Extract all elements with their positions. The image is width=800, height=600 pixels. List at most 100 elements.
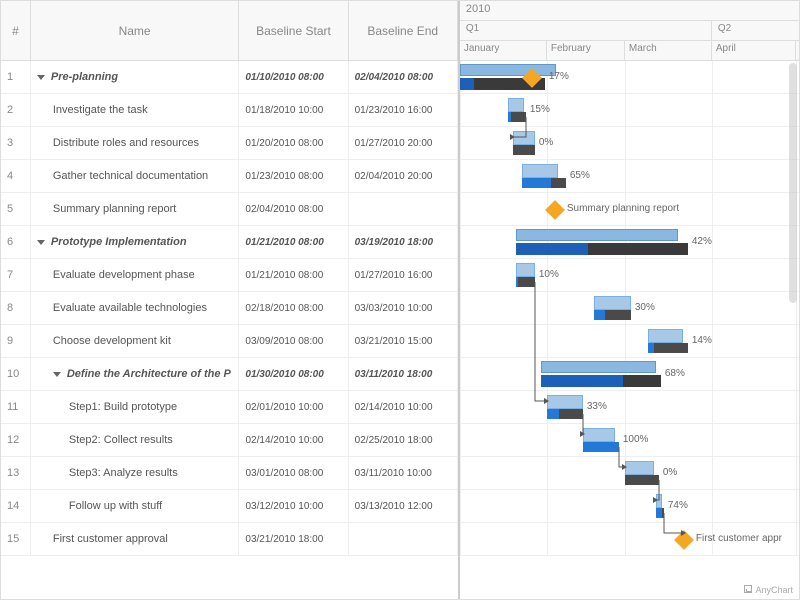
progress-label: 30% [635,302,655,313]
progress-bar-done[interactable] [541,375,623,387]
progress-bar-done[interactable] [522,178,551,188]
baseline-bar[interactable] [516,229,678,241]
task-name[interactable]: Summary planning report [31,193,240,225]
task-name[interactable]: Step1: Build prototype [31,391,240,423]
progress-bar-remaining[interactable] [662,508,664,518]
baseline-start: 01/20/2010 08:00 [239,127,348,159]
baseline-bar[interactable] [513,131,535,145]
table-row[interactable]: 9Choose development kit03/09/2010 08:000… [1,325,458,358]
progress-bar-remaining[interactable] [625,475,659,485]
col-header-name[interactable]: Name [31,1,240,60]
progress-bar-done[interactable] [594,310,605,320]
task-name[interactable]: Step2: Collect results [31,424,240,456]
timeline-panel: 2010 Q1Q2 JanuaryFebruaryMarchApril 17%1… [460,1,799,599]
task-name[interactable]: Define the Architecture of the P [31,358,240,390]
col-header-baseline-start[interactable]: Baseline Start [239,1,348,60]
row-num: 14 [1,490,31,522]
progress-bar-remaining[interactable] [623,375,661,387]
table-row[interactable]: 7Evaluate development phase01/21/2010 08… [1,259,458,292]
vertical-scrollbar[interactable] [789,63,797,303]
progress-bar-remaining[interactable] [513,145,535,155]
table-row[interactable]: 8Evaluate available technologies02/18/20… [1,292,458,325]
table-row[interactable]: 12Step2: Collect results02/14/2010 10:00… [1,424,458,457]
table-row[interactable]: 15First customer approval03/21/2010 18:0… [1,523,458,556]
progress-bar-remaining[interactable] [654,343,688,353]
progress-label: 15% [530,104,550,115]
progress-bar-remaining[interactable] [559,409,583,419]
task-name[interactable]: Distribute roles and resources [31,127,240,159]
progress-bar-remaining[interactable] [518,277,535,287]
task-name[interactable]: Prototype Implementation [31,226,239,258]
baseline-end: 02/25/2010 18:00 [349,424,458,456]
col-header-baseline-end[interactable]: Baseline End [349,1,458,60]
baseline-bar[interactable] [648,329,683,343]
baseline-bar[interactable] [522,164,558,178]
progress-bar-remaining[interactable] [588,243,688,255]
watermark: AnyChart [744,585,793,595]
chart-row: 68% [460,358,799,391]
chevron-down-icon[interactable] [37,240,45,245]
baseline-start: 03/21/2010 18:00 [239,523,348,555]
baseline-bar[interactable] [460,64,556,76]
task-name[interactable]: Follow up with stuff [31,490,240,522]
table-row[interactable]: 6Prototype Implementation01/21/2010 08:0… [1,226,458,259]
table-row[interactable]: 14Follow up with stuff03/12/2010 10:0003… [1,490,458,523]
data-grid: # Name Baseline Start Baseline End 1Pre-… [1,1,460,599]
baseline-start: 03/09/2010 08:00 [239,325,348,357]
chart-row: 14% [460,325,799,358]
row-num: 15 [1,523,31,555]
progress-bar-remaining[interactable] [511,112,526,122]
chart-row: First customer appr [460,523,799,556]
progress-bar-done[interactable] [460,78,474,90]
task-name[interactable]: Pre-planning [31,61,239,93]
baseline-bar[interactable] [516,263,535,277]
table-row[interactable]: 10Define the Architecture of the P01/30/… [1,358,458,391]
baseline-start: 02/01/2010 10:00 [239,391,348,423]
baseline-bar[interactable] [547,395,583,409]
task-name[interactable]: Evaluate available technologies [31,292,240,324]
baseline-bar[interactable] [541,361,656,373]
table-row[interactable]: 3Distribute roles and resources01/20/201… [1,127,458,160]
task-name[interactable]: First customer approval [31,523,240,555]
table-row[interactable]: 1Pre-planning01/10/2010 08:0002/04/2010 … [1,61,458,94]
milestone-label: Summary planning report [567,203,679,214]
chart-row: Summary planning report [460,193,799,226]
table-row[interactable]: 5Summary planning report02/04/2010 08:00 [1,193,458,226]
baseline-bar[interactable] [625,461,654,475]
milestone-icon[interactable] [545,200,565,220]
row-num: 6 [1,226,31,258]
month-label: April [712,41,796,61]
progress-bar-remaining[interactable] [605,310,631,320]
table-row[interactable]: 4Gather technical documentation01/23/201… [1,160,458,193]
chevron-down-icon[interactable] [53,372,61,377]
baseline-bar[interactable] [656,494,662,508]
baseline-bar[interactable] [594,296,631,310]
progress-bar-done[interactable] [583,442,619,452]
chevron-down-icon[interactable] [37,75,45,80]
baseline-bar[interactable] [583,428,615,442]
milestone-icon[interactable] [674,530,694,550]
progress-bar-done[interactable] [516,243,588,255]
table-row[interactable]: 13Step3: Analyze results03/01/2010 08:00… [1,457,458,490]
task-name[interactable]: Investigate the task [31,94,240,126]
progress-bar-remaining[interactable] [551,178,566,188]
task-name[interactable]: Gather technical documentation [31,160,240,192]
baseline-end: 03/13/2010 12:00 [349,490,458,522]
col-header-num[interactable]: # [1,1,31,60]
baseline-end: 01/23/2010 16:00 [349,94,458,126]
task-name[interactable]: Choose development kit [31,325,240,357]
baseline-end: 03/11/2010 10:00 [349,457,458,489]
milestone-label: First customer appr [696,533,782,544]
baseline-end: 01/27/2010 16:00 [349,259,458,291]
chart-row: 17% [460,61,799,94]
chart-body[interactable]: 17%15%0%65%Summary planning report42%10%… [460,61,799,556]
progress-label: 33% [587,401,607,412]
baseline-end: 02/04/2010 08:00 [349,61,458,93]
progress-bar-done[interactable] [547,409,559,419]
task-name[interactable]: Evaluate development phase [31,259,240,291]
table-row[interactable]: 2Investigate the task01/18/2010 10:0001/… [1,94,458,127]
baseline-bar[interactable] [508,98,524,112]
row-num: 9 [1,325,31,357]
table-row[interactable]: 11Step1: Build prototype02/01/2010 10:00… [1,391,458,424]
task-name[interactable]: Step3: Analyze results [31,457,240,489]
